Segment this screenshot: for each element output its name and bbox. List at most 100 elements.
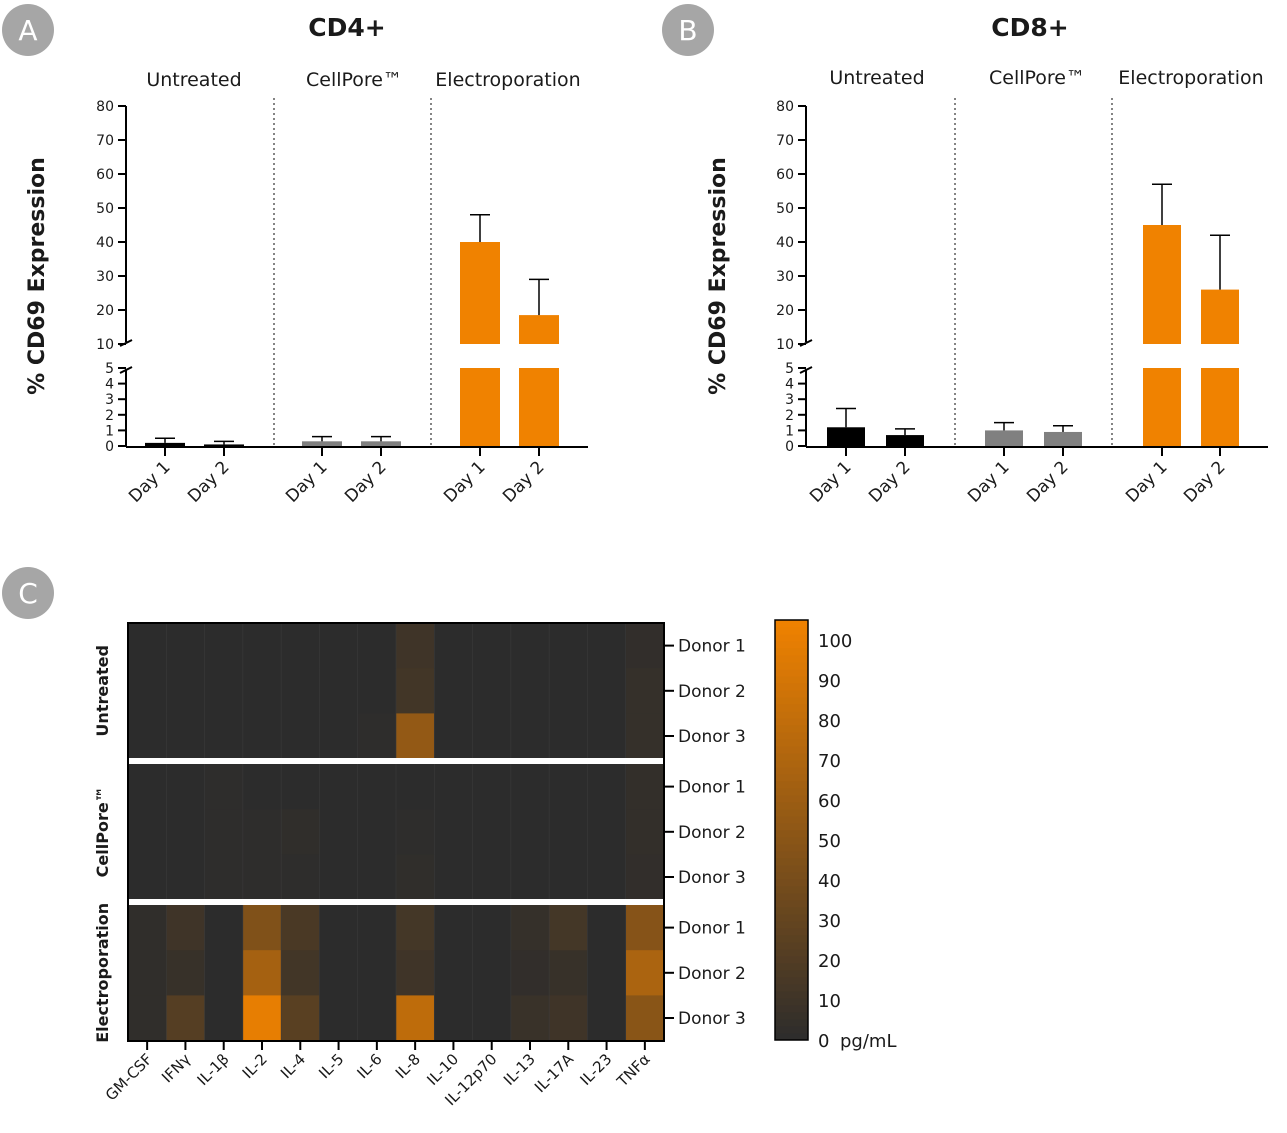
panel-badge <box>662 4 714 56</box>
heatmap-cell <box>472 623 512 669</box>
colorbar-segment <box>775 641 808 649</box>
heatmap-cell <box>396 950 435 996</box>
heatmap-cell <box>396 764 435 810</box>
heatmap-cell <box>204 809 244 855</box>
heatmap-cell <box>625 854 665 900</box>
heatmap-cell <box>549 950 588 996</box>
heatmap-cell <box>396 713 435 759</box>
colorbar-segment <box>775 830 808 838</box>
heatmap-cell <box>434 854 473 900</box>
y-tick-label: 4 <box>785 377 794 393</box>
heatmap-cell <box>549 668 588 714</box>
heatmap-cell <box>510 995 550 1041</box>
bar <box>204 444 244 446</box>
heatmap-row-label: Donor 1 <box>678 778 746 798</box>
group-label: Untreated <box>829 67 924 89</box>
heatmap-cell <box>625 713 665 759</box>
heatmap-column-label: IL-1β <box>194 1050 233 1089</box>
bar <box>145 442 185 446</box>
heatmap-cell <box>357 713 397 759</box>
colorbar-segment <box>775 928 808 936</box>
heatmap-cell <box>472 713 512 759</box>
heatmap-cell <box>242 854 282 900</box>
heatmap-column-label: IL-5 <box>315 1050 347 1082</box>
y-tick-label: 1 <box>105 423 114 439</box>
heatmap-cell <box>510 668 550 714</box>
heatmap-cell <box>204 950 244 996</box>
heatmap-cell <box>319 623 359 669</box>
colorbar-segment <box>775 704 808 712</box>
colorbar-segment <box>775 1026 808 1034</box>
colorbar-tick-label: 70 <box>818 751 841 772</box>
colorbar-segment <box>775 795 808 803</box>
heatmap-cell <box>510 764 550 810</box>
heatmap-cell <box>357 809 397 855</box>
colorbar-segment <box>775 732 808 740</box>
heatmap-cell <box>549 764 588 810</box>
heatmap-cell <box>472 950 512 996</box>
colorbar-segment <box>775 1012 808 1020</box>
x-tick-label: Day 2 <box>865 457 914 506</box>
heatmap-cell <box>549 905 588 951</box>
y-tick-label: 60 <box>96 167 114 183</box>
colorbar-segment <box>775 662 808 670</box>
colorbar-segment <box>775 879 808 887</box>
heatmap-cell <box>242 668 282 714</box>
bar-lower-segment <box>519 368 559 446</box>
colorbar-segment <box>775 690 808 698</box>
colorbar-segment <box>775 767 808 775</box>
colorbar-segment <box>775 858 808 866</box>
heatmap-cell <box>319 713 359 759</box>
heatmap-cell <box>396 995 435 1041</box>
x-tick-label: Day 1 <box>1122 457 1171 506</box>
heatmap-row-label: Donor 3 <box>678 868 746 888</box>
heatmap-cell <box>625 950 665 996</box>
heatmap-column-label: IL-2 <box>239 1050 271 1082</box>
heatmap-cell <box>357 854 397 900</box>
bar <box>886 435 924 446</box>
heatmap-cell <box>625 668 665 714</box>
heatmap-cell <box>510 854 550 900</box>
y-tick-label: 10 <box>776 337 794 353</box>
heatmap-column-label: IL-8 <box>392 1050 424 1082</box>
colorbar-segment <box>775 837 808 845</box>
heatmap-column-label: TNFα <box>613 1050 654 1091</box>
heatmap-cell <box>587 809 627 855</box>
colorbar-segment <box>775 935 808 943</box>
heatmap-cell <box>319 950 359 996</box>
x-tick-label: Day 2 <box>499 457 548 506</box>
heatmap-cell <box>625 623 665 669</box>
chart-title: CD8+ <box>991 13 1068 42</box>
heatmap-cell <box>396 623 435 669</box>
y-axis-label: % CD69 Expression <box>706 157 731 395</box>
heatmap-cell <box>434 905 473 951</box>
colorbar-segment <box>775 893 808 901</box>
heatmap-cell <box>128 764 167 810</box>
heatmap-cell <box>204 668 244 714</box>
colorbar-segment <box>775 970 808 978</box>
heatmap-cell <box>242 623 282 669</box>
heatmap-cell <box>357 764 397 810</box>
heatmap-cell <box>625 995 665 1041</box>
heatmap-cell <box>204 905 244 951</box>
heatmap-cell <box>128 668 167 714</box>
colorbar-segment <box>775 865 808 873</box>
heatmap-cell <box>625 905 665 951</box>
x-tick-label: Day 1 <box>964 457 1013 506</box>
heatmap-cell <box>128 623 167 669</box>
y-tick-label: 0 <box>105 439 114 455</box>
colorbar-segment <box>775 683 808 691</box>
heatmap-cell <box>357 668 397 714</box>
heatmap-cell <box>549 623 588 669</box>
colorbar-segment <box>775 620 808 628</box>
x-tick-label: Day 1 <box>125 457 174 506</box>
y-tick-label: 50 <box>776 201 794 217</box>
y-tick-label: 5 <box>105 361 114 377</box>
heatmap-column-label: IL-23 <box>576 1050 615 1089</box>
colorbar-segment <box>775 907 808 915</box>
colorbar-tick-label: 60 <box>818 791 841 812</box>
heatmap-cell <box>319 995 359 1041</box>
colorbar-segment <box>775 956 808 964</box>
colorbar-segment <box>775 725 808 733</box>
colorbar-segment <box>775 900 808 908</box>
